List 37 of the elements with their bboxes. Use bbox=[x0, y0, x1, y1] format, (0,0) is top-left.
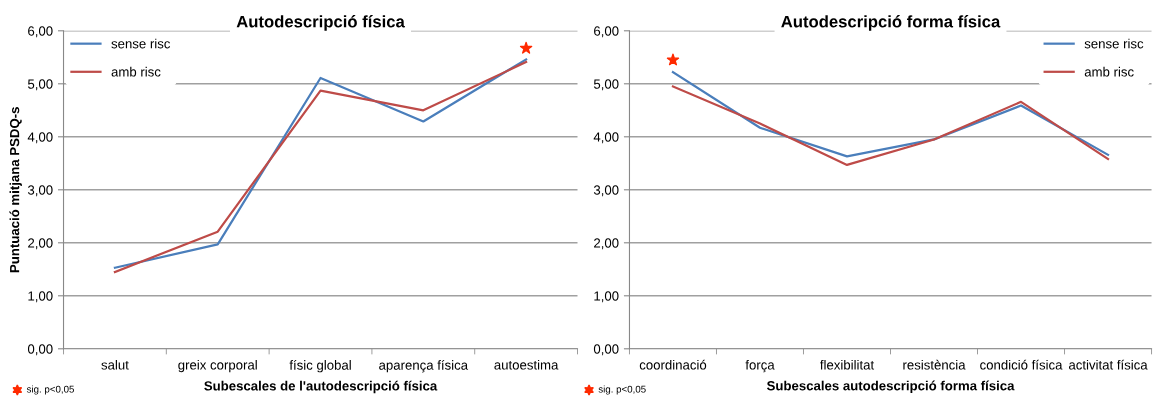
y-tick-label: 4,00 bbox=[593, 132, 619, 144]
x-tick-label: autoestima bbox=[494, 359, 559, 370]
legend-label: sense risc bbox=[111, 38, 171, 49]
y-tick-label: 0,00 bbox=[27, 344, 53, 356]
line-series bbox=[671, 85, 1110, 166]
x-tick-label: greix corporal bbox=[178, 359, 257, 373]
text: sig. p<0,05 bbox=[26, 385, 74, 395]
y-tick-label: 2,00 bbox=[594, 238, 619, 250]
y-tick-label: 4,00 bbox=[27, 132, 53, 144]
y-tick-label: 1,00 bbox=[28, 291, 53, 303]
y-tick-label: 5,00 bbox=[593, 79, 619, 91]
x-tick-label: resistència bbox=[903, 359, 966, 370]
chart-title: Autodescripció forma física bbox=[781, 15, 1001, 31]
x-tick-label: aparença física bbox=[379, 359, 469, 373]
y-tick-label: 1,00 bbox=[594, 291, 619, 303]
y-tick-label: 5,00 bbox=[27, 79, 53, 91]
x-tick-label: salut bbox=[101, 359, 129, 370]
chart-title: Autodescripció física bbox=[236, 15, 405, 31]
x-tick-label: físic global bbox=[289, 359, 351, 373]
x-tick-label: força bbox=[745, 359, 775, 373]
x-tick-label: activitat física bbox=[1069, 359, 1148, 370]
x-axis-title: Subescales autodescripció forma física bbox=[766, 380, 1015, 393]
y-tick-label: 2,00 bbox=[28, 238, 53, 250]
text: sig. p<0,05 bbox=[598, 385, 646, 395]
y-tick-label: 3,00 bbox=[593, 185, 619, 197]
y-axis-title: Puntuació mitjana PSDQ-s bbox=[9, 107, 22, 273]
y-tick-label: 0,00 bbox=[593, 344, 619, 356]
y-tick-label: 6,00 bbox=[28, 26, 53, 38]
legend-label: amb risc bbox=[111, 66, 161, 77]
x-tick-label: flexibilitat bbox=[820, 359, 875, 370]
y-tick-label: 6,00 bbox=[594, 26, 619, 38]
x-axis-title: Subescales de l'autodescripció física bbox=[204, 380, 438, 394]
x-tick-label: condició física bbox=[980, 359, 1063, 370]
y-tick-label: 3,00 bbox=[27, 185, 53, 197]
legend-label: sense risc bbox=[1084, 38, 1144, 49]
x-tick-label: coordinació bbox=[639, 359, 707, 370]
legend-label: amb risc bbox=[1084, 66, 1134, 77]
